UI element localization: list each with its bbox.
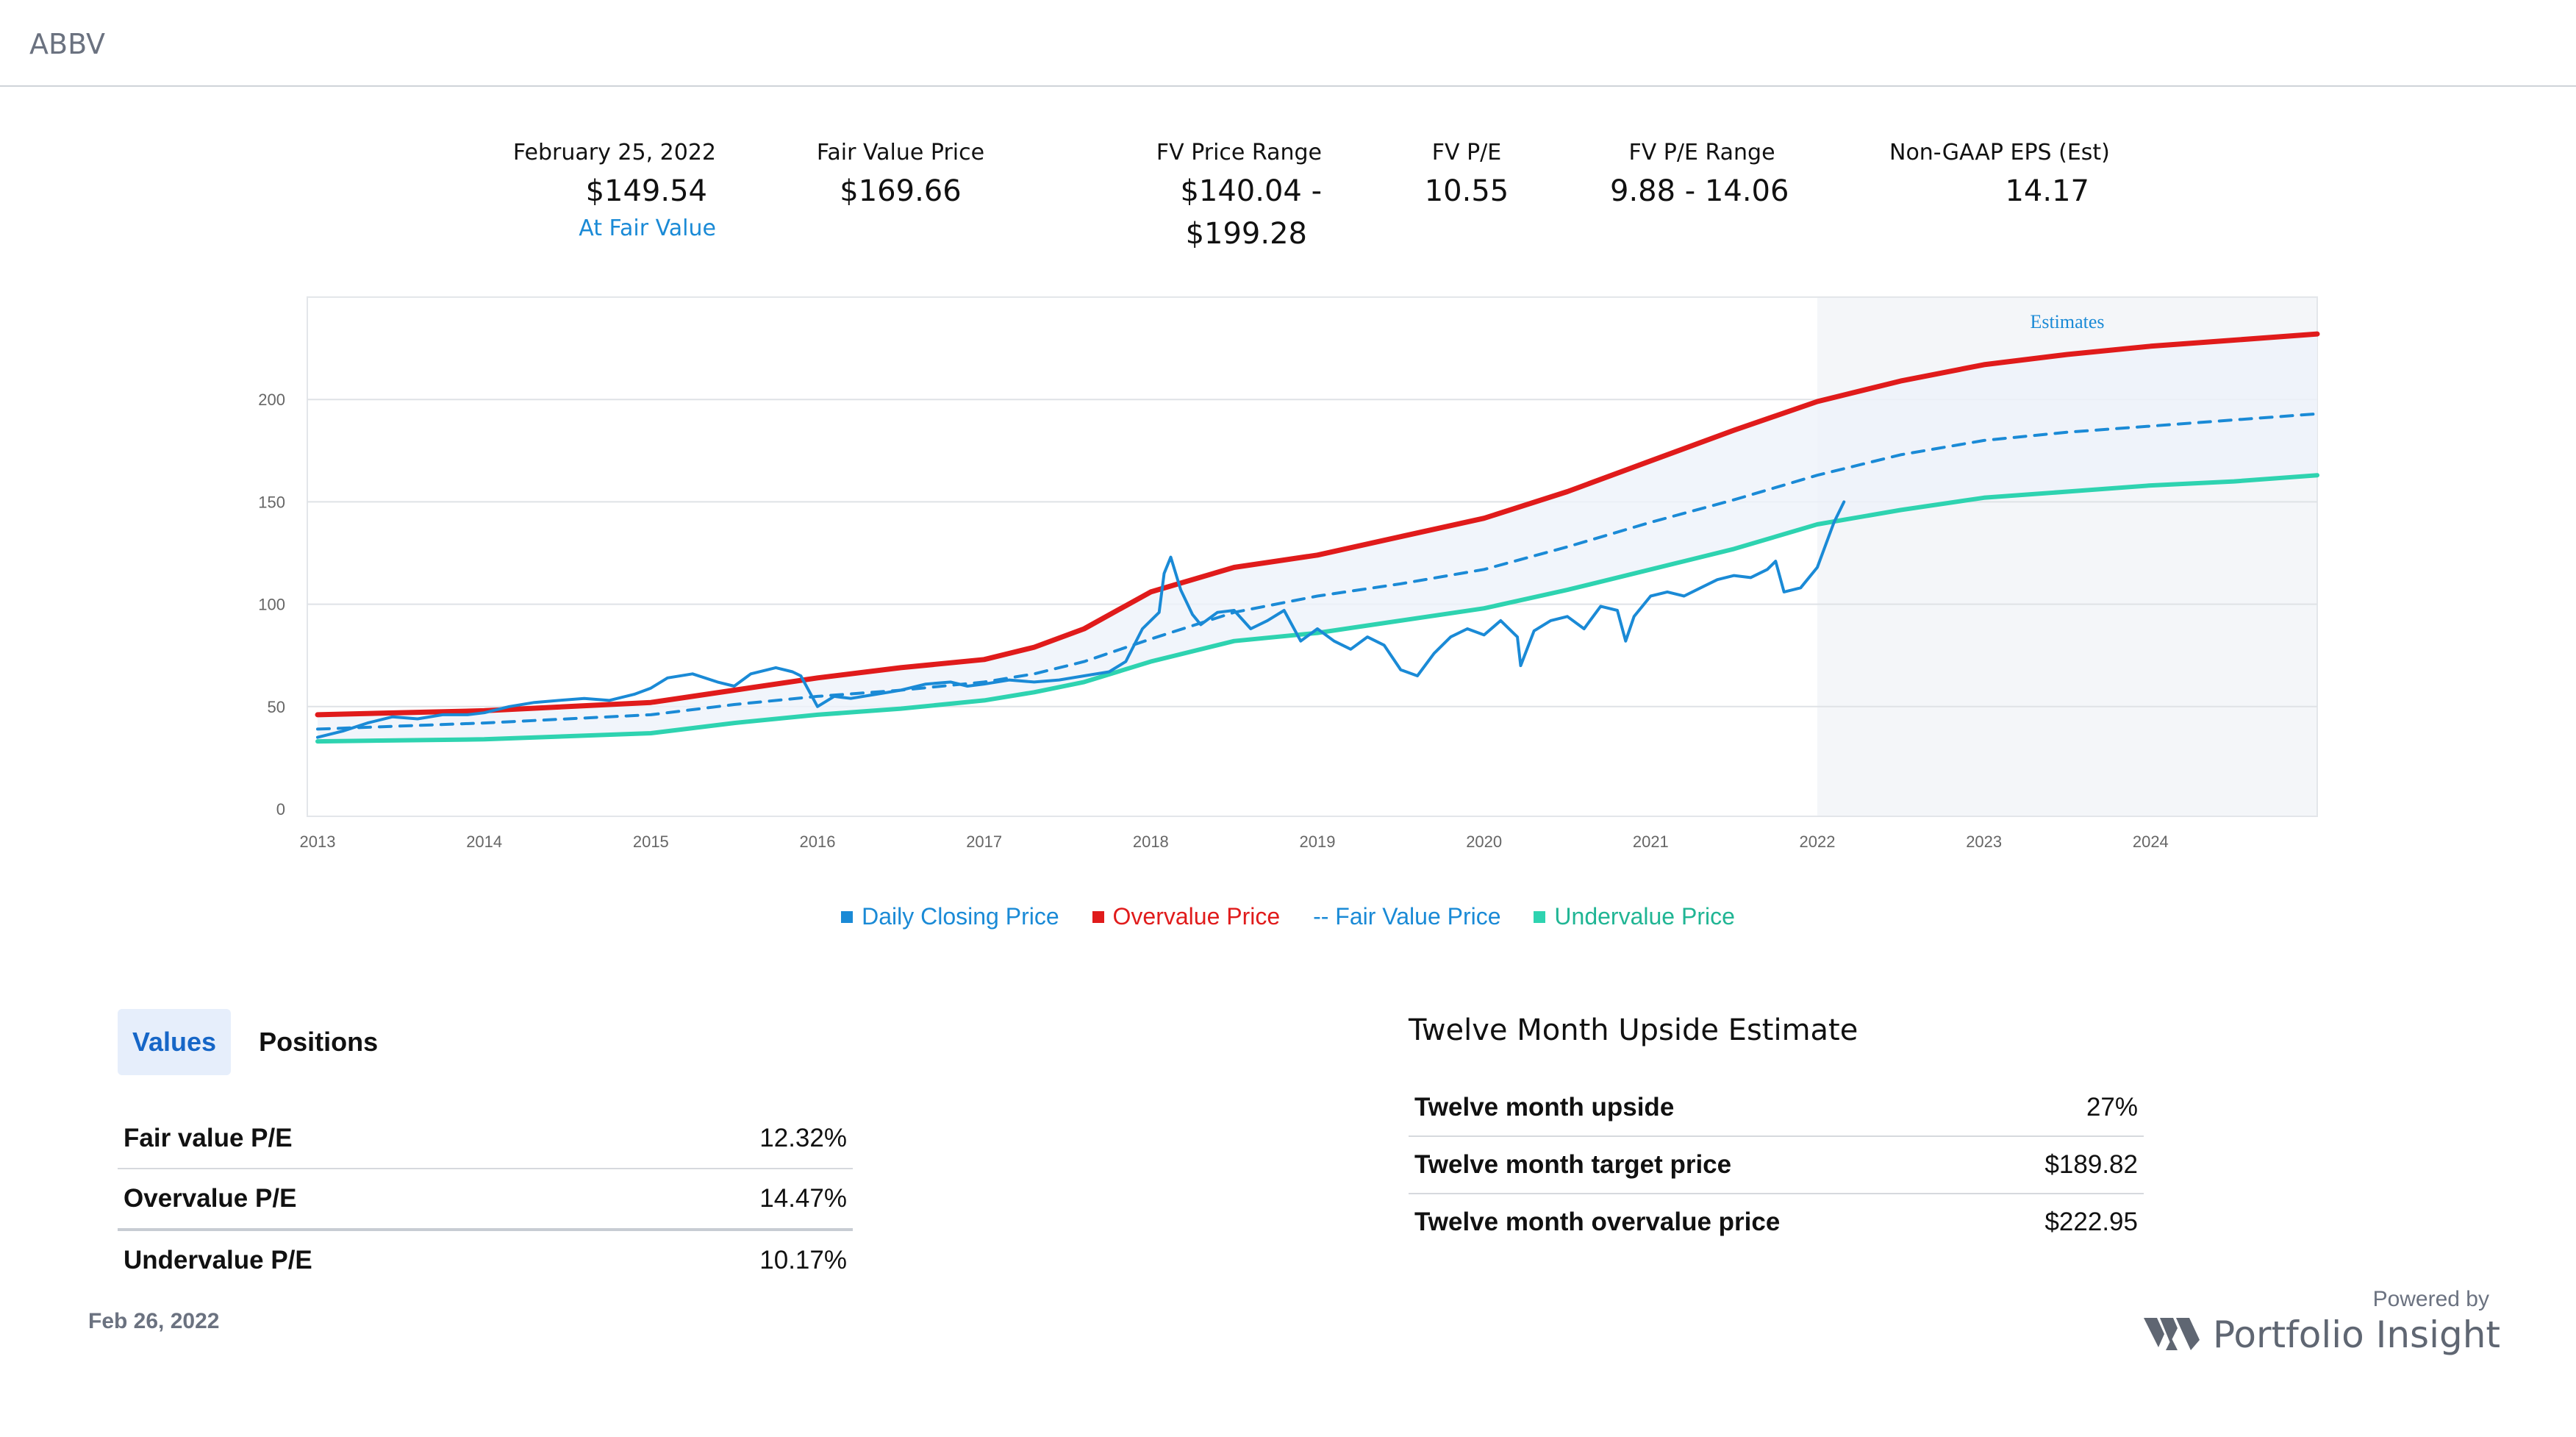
legend-daily-swatch	[841, 911, 854, 923]
x-tick-label: 2023	[1966, 832, 2002, 851]
price-chart: 0 50 100 150 200 2013 2014 2015 2016 2017 2018 2019…	[258, 296, 2320, 851]
x-tick-label: 2018	[1133, 832, 1169, 851]
legend-fair-dash: --	[1313, 903, 1336, 930]
fv-price-range-high: $199.28	[1185, 217, 1307, 251]
table-row: Undervalue P/E 10.17%	[118, 1230, 853, 1290]
x-tick-label: 2021	[1633, 832, 1669, 851]
eps-block: Non-GAAP EPS (Est) 14.17	[1889, 140, 2132, 213]
brand-name: Portfolio Insight	[2213, 1313, 2500, 1356]
fv-price-range-label: FV Price Range	[1156, 140, 1322, 165]
x-tick-label: 2019	[1300, 832, 1336, 851]
view-tabs: Values Positions	[118, 1009, 406, 1075]
fv-price-range-block: FV Price Range $140.04 - $199.28	[1156, 140, 1322, 255]
row-label: Overvalue P/E	[118, 1169, 610, 1231]
valuation-band	[318, 334, 2317, 742]
y-tick-label: 200	[258, 391, 285, 409]
plot-border	[307, 296, 2318, 817]
table-row: Overvalue P/E 14.47%	[118, 1169, 853, 1231]
upside-title: Twelve Month Upside Estimate	[1409, 1013, 1858, 1047]
row-value: 14.47%	[609, 1169, 853, 1231]
fv-pe-range-block: FV P/E Range 9.88 - 14.06	[1610, 140, 1794, 213]
legend-overvalue-label: Overvalue Price	[1112, 903, 1281, 930]
legend-overvalue[interactable]: Overvalue Price	[1092, 903, 1287, 930]
y-tick-label: 100	[258, 596, 285, 614]
y-tick-label: 150	[258, 493, 285, 511]
fv-price-range-low: $140.04 -	[1180, 174, 1322, 208]
row-value: 10.17%	[759, 1246, 847, 1274]
legend-overvalue-swatch	[1092, 911, 1104, 923]
table-row: Fair value P/E 12.32%	[118, 1109, 853, 1169]
x-tick-label: 2020	[1466, 832, 1502, 851]
top-bar: ABBV	[0, 0, 2576, 87]
fv-pe-value: 10.55	[1424, 174, 1509, 208]
y-tick-label: 0	[276, 800, 285, 819]
eps-label: Non-GAAP EPS (Est)	[1889, 140, 2110, 165]
fv-pe-label: FV P/E	[1431, 140, 1502, 165]
tab-values[interactable]: Values	[118, 1009, 232, 1075]
legend-daily-closing[interactable]: Daily Closing Price	[841, 903, 1065, 930]
brand-logo[interactable]: Portfolio Insight	[2144, 1313, 2500, 1356]
fair-value-price-block: Fair Value Price $169.66	[816, 140, 985, 213]
table-row: Twelve month upside 27%	[1409, 1080, 2144, 1137]
row-label: Fair value P/E	[118, 1109, 610, 1169]
row-value: $222.95	[2044, 1208, 2138, 1236]
undervalue-price-line	[315, 473, 2319, 744]
daily-closing-price-line	[316, 500, 1846, 739]
powered-by-label: Powered by	[2372, 1287, 2489, 1311]
legend-undervalue-swatch	[1534, 911, 1546, 923]
table-row: Twelve month overvalue price $222.95	[1409, 1194, 2144, 1250]
row-label: Undervalue P/E	[124, 1246, 312, 1274]
legend-daily-label: Daily Closing Price	[862, 903, 1059, 930]
estimates-label: Estimates	[2030, 311, 2104, 332]
legend-fair-label: Fair Value Price	[1335, 903, 1501, 930]
row-value: $189.82	[1983, 1136, 2144, 1194]
eps-value: 14.17	[2005, 174, 2089, 208]
x-tick-label: 2024	[2133, 832, 2169, 851]
legend-undervalue[interactable]: Undervalue Price	[1534, 903, 1735, 930]
row-label: Twelve month overvalue price	[1414, 1208, 1781, 1236]
x-tick-label: 2013	[300, 832, 336, 851]
y-tick-label: 50	[268, 698, 285, 716]
table-row: Twelve month target price $189.82	[1409, 1136, 2144, 1194]
row-label: Twelve month target price	[1409, 1136, 1984, 1194]
current-price-block: February 25, 2022 $149.54 At Fair Value	[513, 140, 716, 241]
row-value: 27%	[1983, 1080, 2144, 1137]
fv-pe-range-label: FV P/E Range	[1628, 140, 1775, 165]
x-tick-label: 2022	[1800, 832, 1836, 851]
row-label: Twelve month upside	[1409, 1080, 1984, 1137]
x-tick-label: 2016	[800, 832, 836, 851]
fair-value-price-line	[316, 412, 2319, 731]
fv-pe-block: FV P/E 10.55	[1419, 140, 1514, 213]
fair-value-price: $169.66	[840, 174, 962, 208]
x-tick-label: 2017	[966, 832, 1002, 851]
tab-positions[interactable]: Positions	[259, 1027, 379, 1057]
x-tick-label: 2015	[633, 832, 669, 851]
ticker-symbol: ABBV	[29, 28, 105, 60]
footer-date: Feb 26, 2022	[88, 1309, 220, 1333]
chart-legend: Daily Closing Price Overvalue Price -- F…	[0, 903, 2576, 930]
legend-undervalue-label: Undervalue Price	[1554, 903, 1735, 930]
portfolio-insight-logo-icon	[2144, 1318, 2200, 1350]
price-date-label: February 25, 2022	[512, 140, 716, 165]
values-table: Fair value P/E 12.32% Overvalue P/E 14.4…	[118, 1109, 853, 1290]
fv-pe-range-value: 9.88 - 14.06	[1610, 174, 1789, 208]
fair-value-price-label: Fair Value Price	[816, 140, 985, 165]
current-price: $149.54	[585, 174, 707, 208]
row-value: 12.32%	[609, 1109, 853, 1169]
valuation-status: At Fair Value	[579, 215, 716, 241]
legend-fair-value[interactable]: -- Fair Value Price	[1313, 903, 1507, 930]
upside-table: Twelve month upside 27% Twelve month tar…	[1409, 1080, 2144, 1250]
x-tick-label: 2014	[466, 832, 502, 851]
